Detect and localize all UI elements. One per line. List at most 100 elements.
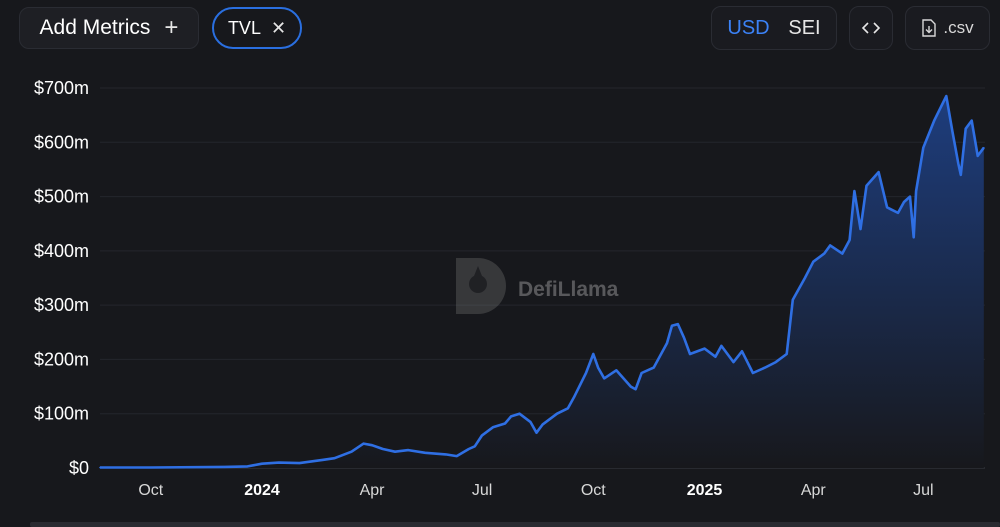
- data-point: [752, 372, 754, 374]
- y-tick-label: $500m: [34, 187, 89, 207]
- data-point: [510, 415, 512, 418]
- data-point: [957, 163, 960, 165]
- data-point: [732, 361, 735, 363]
- data-point: [556, 412, 558, 415]
- download-csv-button[interactable]: .csv: [905, 6, 990, 50]
- data-point: [573, 396, 575, 399]
- data-point: [492, 426, 494, 429]
- y-tick-label: $200m: [34, 349, 89, 369]
- data-point: [455, 455, 458, 457]
- scrollbar-track[interactable]: [30, 522, 1000, 527]
- data-point: [859, 228, 862, 230]
- data-point: [886, 206, 888, 209]
- x-tick-label: Oct: [138, 482, 163, 499]
- data-point: [333, 457, 336, 460]
- data-point: [841, 252, 844, 255]
- data-point: [703, 347, 706, 350]
- data-point: [592, 353, 595, 355]
- data-point: [666, 342, 668, 344]
- data-point: [321, 459, 324, 461]
- x-tick-label: Jul: [913, 482, 933, 499]
- data-point: [261, 462, 263, 465]
- chart-toolbar: Add Metrics + TVL ✕ USD SEI .csv: [0, 0, 1000, 60]
- data-point: [585, 372, 587, 374]
- data-point: [741, 350, 743, 353]
- data-point: [812, 260, 815, 263]
- y-tick-label: $300m: [34, 295, 89, 315]
- data-point: [246, 465, 249, 468]
- close-icon[interactable]: ✕: [270, 17, 287, 38]
- data-point: [99, 466, 101, 469]
- data-point: [951, 130, 954, 133]
- data-point: [714, 355, 717, 358]
- data-point: [865, 184, 868, 187]
- data-point: [640, 372, 643, 374]
- data-point: [535, 431, 538, 434]
- y-tick-label: $600m: [34, 132, 89, 152]
- data-point: [481, 434, 483, 437]
- embed-button[interactable]: [849, 6, 893, 50]
- data-point: [298, 462, 301, 464]
- x-tick-label: 2024: [244, 482, 280, 499]
- data-point: [976, 155, 979, 157]
- data-point: [223, 466, 226, 468]
- tvl-metric-chip[interactable]: TVL ✕: [212, 7, 302, 49]
- x-tick-label: Oct: [581, 482, 606, 499]
- y-axis: $0 $100m $200m $300m $400m $500m $600m $700m: [34, 78, 89, 478]
- y-tick-label: $0: [69, 458, 89, 478]
- data-point: [597, 366, 599, 369]
- data-point: [445, 453, 447, 456]
- data-point: [671, 325, 673, 327]
- data-point: [677, 323, 679, 325]
- data-point: [853, 190, 856, 192]
- y-tick-label: $700m: [34, 78, 89, 98]
- data-point: [804, 277, 806, 279]
- tvl-points: [99, 95, 985, 469]
- data-point: [764, 366, 766, 369]
- y-tick-label: $100m: [34, 404, 89, 424]
- data-point: [474, 445, 476, 448]
- data-point: [960, 174, 962, 176]
- defillama-logo: [456, 258, 506, 314]
- tvl-area: [100, 96, 984, 468]
- currency-sei-option[interactable]: SEI: [788, 16, 821, 39]
- data-point: [903, 201, 905, 203]
- x-tick-label: Jul: [472, 482, 492, 499]
- data-point: [848, 239, 851, 241]
- data-point: [541, 423, 544, 426]
- data-point: [983, 146, 985, 149]
- data-point: [394, 450, 396, 453]
- data-point: [964, 127, 967, 130]
- data-point: [775, 361, 777, 363]
- data-point: [915, 190, 917, 192]
- data-point: [468, 448, 470, 450]
- data-point: [945, 95, 948, 97]
- data-point: [407, 449, 410, 451]
- data-point: [529, 421, 532, 423]
- data-point: [504, 422, 506, 425]
- data-point: [897, 212, 899, 214]
- data-point: [683, 336, 685, 339]
- data-point: [567, 407, 569, 410]
- data-point: [912, 236, 915, 239]
- currency-usd-option[interactable]: USD: [727, 16, 770, 39]
- data-point: [518, 412, 521, 415]
- data-point: [652, 366, 655, 369]
- data-point: [634, 388, 637, 391]
- y-tick-label: $400m: [34, 241, 89, 261]
- data-point: [792, 298, 794, 301]
- data-point: [922, 146, 925, 149]
- x-axis: Oct 2024 Apr Jul Oct 2025 Apr Jul: [138, 482, 933, 499]
- x-tick-label: 2025: [687, 482, 723, 499]
- currency-toggle: USD SEI: [711, 6, 837, 50]
- csv-label: .csv: [943, 18, 974, 37]
- code-icon: [861, 22, 881, 34]
- add-metrics-button[interactable]: Add Metrics +: [19, 7, 199, 49]
- data-point: [615, 369, 618, 372]
- data-point: [689, 353, 691, 355]
- data-point: [150, 466, 152, 469]
- data-point: [382, 448, 384, 450]
- watermark-text: DefiLlama: [518, 278, 619, 301]
- data-point: [603, 377, 605, 380]
- plus-icon: +: [164, 14, 179, 41]
